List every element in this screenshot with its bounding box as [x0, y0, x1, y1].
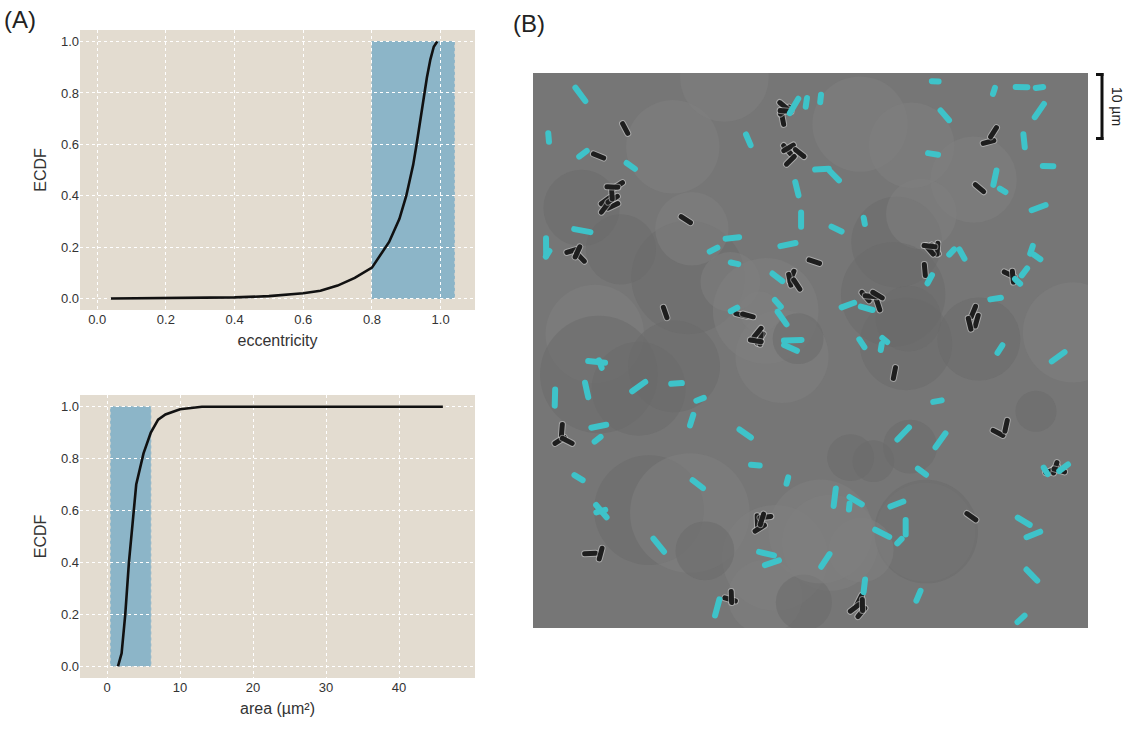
svg-text:20: 20 — [246, 680, 260, 695]
svg-text:ECDF: ECDF — [32, 515, 49, 559]
svg-text:0.4: 0.4 — [61, 188, 79, 203]
svg-text:0.8: 0.8 — [61, 451, 79, 466]
svg-text:0.6: 0.6 — [61, 137, 79, 152]
svg-text:1.0: 1.0 — [61, 399, 79, 414]
svg-text:1.0: 1.0 — [61, 34, 79, 49]
svg-text:ECDF: ECDF — [32, 148, 49, 192]
svg-text:0: 0 — [103, 680, 110, 695]
svg-text:0.6: 0.6 — [61, 503, 79, 518]
svg-text:1.0: 1.0 — [432, 312, 450, 327]
svg-text:0.4: 0.4 — [226, 312, 244, 327]
svg-text:0.2: 0.2 — [61, 607, 79, 622]
svg-text:0.6: 0.6 — [294, 312, 312, 327]
svg-text:(B): (B) — [513, 10, 545, 37]
svg-text:0.0: 0.0 — [61, 291, 79, 306]
svg-text:0.8: 0.8 — [61, 85, 79, 100]
svg-text:0.4: 0.4 — [61, 555, 79, 570]
svg-text:0.2: 0.2 — [61, 240, 79, 255]
svg-text:(A): (A) — [4, 6, 36, 33]
svg-text:30: 30 — [319, 680, 333, 695]
svg-text:0.8: 0.8 — [363, 312, 381, 327]
svg-text:eccentricity: eccentricity — [237, 332, 317, 349]
svg-text:10: 10 — [173, 680, 187, 695]
svg-text:10 µm: 10 µm — [1109, 87, 1125, 126]
svg-text:40: 40 — [392, 680, 406, 695]
svg-text:0.2: 0.2 — [157, 312, 175, 327]
svg-text:area (µm²): area (µm²) — [240, 700, 315, 717]
svg-text:0.0: 0.0 — [61, 659, 79, 674]
svg-text:0.0: 0.0 — [88, 312, 106, 327]
